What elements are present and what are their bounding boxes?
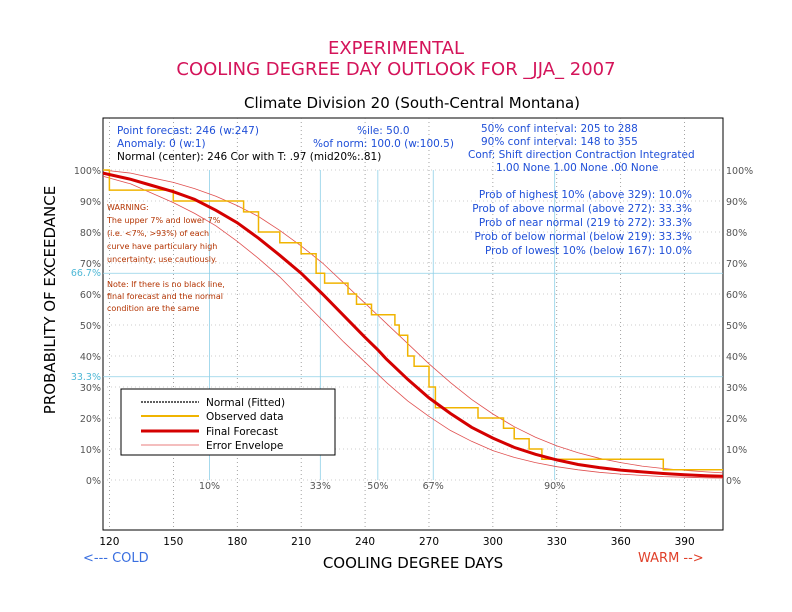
- x-percentile-label: 90%: [544, 481, 565, 492]
- y-tick-left: 90%: [80, 197, 101, 208]
- prob-above: Prob of above normal (above 272): 33.3%: [472, 203, 692, 215]
- y-ticks-right: 100% 90% 80% 70% 60% 50% 40% 30% 20% 10% 0%: [726, 166, 753, 487]
- y-tick-right: 90%: [726, 197, 747, 208]
- y-tick-right: 100%: [726, 166, 753, 177]
- y-tick-left: 50%: [80, 321, 101, 332]
- y-tick-left: 100%: [74, 166, 101, 177]
- legend-observed: Observed data: [206, 411, 284, 423]
- prob-highest: Prob of highest 10% (above 329): 10.0%: [479, 189, 692, 201]
- warm-label: WARM -->: [638, 551, 704, 566]
- prob-lowest: Prob of lowest 10% (below 167): 10.0%: [485, 245, 692, 257]
- title-line2: COOLING DEGREE DAY OUTLOOK FOR _JJA_ 200…: [176, 59, 615, 80]
- x-tick: 150: [163, 536, 183, 548]
- y-tick-right: 0%: [726, 476, 741, 487]
- x-tick: 330: [547, 536, 567, 548]
- plot-frame: [102, 117, 724, 531]
- legend-box: [120, 388, 336, 456]
- y-tick-left: 40%: [80, 352, 101, 363]
- x-tick: 180: [227, 536, 247, 548]
- legend-final: Final Forecast: [206, 426, 278, 438]
- cyan-labels: 66.7% 33.3%: [71, 268, 101, 383]
- anomaly: Anomaly: 0 (w:1): [117, 138, 206, 150]
- y-tick-right: 70%: [726, 259, 747, 270]
- grid: [103, 118, 723, 530]
- y-tick-right: 60%: [726, 290, 747, 301]
- ci90: 90% conf interval: 148 to 355: [481, 136, 638, 148]
- warning-line: WARNING:: [107, 203, 149, 212]
- note-line: Note: If there is no black line,: [107, 280, 225, 289]
- x-tick: 240: [355, 536, 375, 548]
- x-tick: 270: [419, 536, 439, 548]
- y-tick-left: 60%: [80, 290, 101, 301]
- note-line: condition are the same: [107, 304, 200, 313]
- final-forecast-line: [102, 171, 724, 478]
- ci50: 50% conf interval: 205 to 288: [481, 123, 638, 135]
- x-percentile-labels: 10% 33% 50% 67% 90%: [199, 481, 565, 492]
- point-forecast: Point forecast: 246 (w:247): [117, 125, 259, 137]
- legend-envelope: Error Envelope: [206, 440, 283, 452]
- x-tick: 120: [99, 536, 119, 548]
- x-tick: 210: [291, 536, 311, 548]
- error-envelope-lower: [102, 175, 724, 479]
- y-tick-left: 20%: [80, 414, 101, 425]
- conf-header: Conf: Shift direction Contraction Integr…: [468, 149, 695, 161]
- x-percentile-label: 33%: [310, 481, 331, 492]
- y-axis-title: PROBABILITY OF EXCEEDANCE: [41, 186, 59, 414]
- title-line1: EXPERIMENTAL: [328, 38, 464, 59]
- cold-label: <--- COLD: [83, 551, 149, 566]
- x-axis-title: COOLING DEGREE DAYS: [323, 554, 503, 572]
- y-tick-right: 80%: [726, 228, 747, 239]
- warning-line: uncertainty; use cautiously.: [107, 255, 217, 264]
- note-line: final forecast and the normal: [107, 292, 223, 301]
- cyan-level-label: 33.3%: [71, 372, 101, 383]
- x-tick: 360: [611, 536, 631, 548]
- warning-line: (i.e. <7%, >93%) of each: [107, 229, 209, 238]
- legend-normal: Normal (Fitted): [206, 397, 285, 409]
- cyan-level-label: 66.7%: [71, 268, 101, 279]
- y-tick-left: 30%: [80, 383, 101, 394]
- x-ticks: 120 150 180 210 240 270 300 330 360 390: [99, 536, 694, 548]
- warning-line: curve have particulary high: [107, 242, 217, 251]
- chart-subtitle: Climate Division 20 (South-Central Monta…: [244, 94, 580, 112]
- percentile: %ile: 50.0: [357, 125, 410, 137]
- legend: Normal (Fitted) Observed data Final Fore…: [120, 388, 336, 456]
- y-tick-right: 20%: [726, 414, 747, 425]
- y-tick-right: 10%: [726, 445, 747, 456]
- x-percentile-label: 50%: [367, 481, 388, 492]
- y-tick-left: 10%: [80, 445, 101, 456]
- y-tick-right: 50%: [726, 321, 747, 332]
- y-tick-right: 30%: [726, 383, 747, 394]
- y-tick-right: 40%: [726, 352, 747, 363]
- y-ticks-left: 100% 90% 80% 70% 60% 50% 40% 30% 20% 10% 0%: [74, 166, 101, 487]
- prob-near: Prob of near normal (219 to 272): 33.3%: [479, 217, 692, 229]
- normal-center: Normal (center): 246 Cor with T: .97 (mi…: [117, 151, 381, 163]
- x-tick: 300: [483, 536, 503, 548]
- warning-line: The upper 7% and lower 7%: [106, 216, 221, 225]
- warning-block: WARNING: The upper 7% and lower 7% (i.e.…: [106, 203, 225, 313]
- pct-of-norm: %of norm: 100.0 (w:100.5): [313, 138, 454, 150]
- y-tick-left: 0%: [86, 476, 101, 487]
- y-tick-left: 70%: [80, 259, 101, 270]
- x-percentile-label: 67%: [423, 481, 444, 492]
- prob-below: Prob of below normal (below 219): 33.3%: [475, 231, 693, 243]
- x-percentile-label: 10%: [199, 481, 220, 492]
- x-tick: 390: [675, 536, 695, 548]
- y-tick-left: 80%: [80, 228, 101, 239]
- error-envelope-upper: [102, 169, 724, 474]
- observed-data-line: [103, 169, 723, 471]
- conf-values: 1.00 None 1.00 None .00 None: [496, 162, 658, 174]
